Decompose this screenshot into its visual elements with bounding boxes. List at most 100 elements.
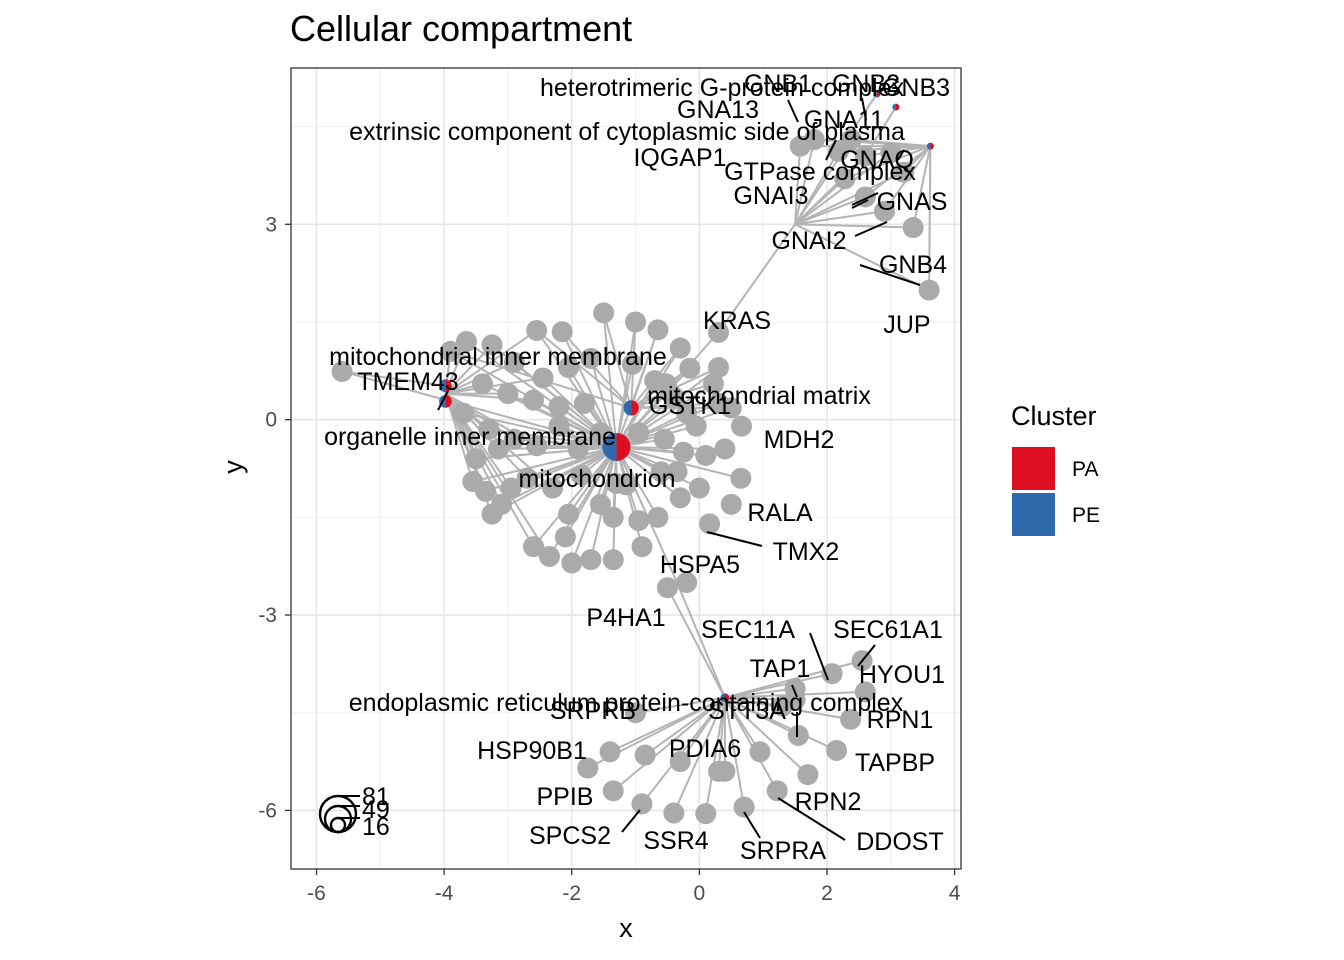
gene-node	[733, 796, 755, 818]
gene-node	[516, 467, 538, 489]
category-label: mitochondrial inner membrane	[329, 343, 667, 371]
edge	[630, 329, 659, 409]
gene-node	[656, 577, 678, 599]
gene-node	[465, 448, 487, 470]
edge	[589, 358, 618, 448]
category-label: endoplasmic reticulum protein-containing…	[349, 689, 904, 717]
gene-node	[475, 480, 497, 502]
category-node-pe-slice	[873, 90, 877, 98]
category-node-pe-slice	[720, 693, 725, 703]
edge	[704, 697, 726, 814]
gene-node	[478, 418, 500, 440]
grid-lines	[291, 68, 961, 869]
size-legend-label: 81	[362, 783, 390, 811]
gene-node	[840, 708, 862, 730]
gene-node	[538, 545, 560, 567]
gene-label: GNB3	[882, 74, 950, 102]
gene-node	[797, 764, 819, 786]
gene-label: TMX2	[773, 538, 840, 566]
label-leader-line	[809, 632, 829, 681]
label-leader-line	[743, 811, 761, 839]
edge	[672, 697, 726, 814]
edge	[444, 344, 493, 395]
legend-title: Cluster	[1011, 401, 1097, 431]
category-label: GTPase complex	[724, 158, 916, 186]
panel-border	[290, 67, 962, 870]
edge	[644, 696, 726, 756]
legend-label: PA	[1072, 458, 1098, 481]
edge	[794, 223, 930, 291]
category-label: organelle inner membrane	[324, 423, 616, 451]
plot-panel: KRAS TMEM43 GSTK1 MDH2 RALA TMX2 HSPA5 P4HA1 JUP…	[290, 67, 962, 870]
gene-node	[708, 357, 730, 379]
category-node-pa-slice	[616, 432, 631, 462]
gene-node	[593, 302, 615, 324]
gene-node	[487, 438, 509, 460]
label-leader-line	[825, 139, 837, 161]
category-node-pa-slice	[445, 379, 452, 393]
y-tick-label: 3	[265, 213, 277, 236]
legend-key-pe	[1012, 493, 1055, 536]
gene-label: SRPRB	[550, 697, 636, 725]
gene-node	[854, 145, 876, 167]
category-node-pa-slice	[724, 693, 730, 703]
gene-node	[497, 383, 519, 405]
gene-node	[749, 741, 771, 763]
gene-node	[730, 467, 752, 489]
gene-node	[548, 415, 570, 437]
gene-node	[631, 536, 653, 558]
x-tick-label: 2	[821, 882, 833, 905]
gene-node	[669, 751, 691, 773]
edge	[602, 312, 633, 409]
gene-label: GNA11	[804, 106, 884, 134]
gene-label: PDIA6	[669, 735, 741, 763]
category-node-pe-slice	[623, 400, 632, 416]
x-tick-label: 4	[949, 882, 961, 905]
gene-node	[602, 780, 624, 802]
edge	[444, 393, 474, 482]
edge	[794, 210, 885, 226]
label-leader-line	[621, 809, 641, 833]
gene-label: RPN2	[795, 788, 862, 816]
edge	[794, 139, 816, 225]
gene-node	[634, 744, 656, 766]
gene-node	[840, 129, 862, 151]
gene-node	[532, 367, 554, 389]
gene-node	[625, 702, 647, 724]
edge	[612, 696, 726, 792]
category-node-pe-slice	[926, 142, 931, 150]
gene-node	[730, 415, 752, 437]
x-tick-label: -6	[307, 882, 326, 905]
gene-node	[551, 321, 573, 343]
gene-label: DDOST	[856, 828, 944, 856]
gene-label: GNAS	[877, 188, 948, 216]
gene-label: GNB1	[744, 70, 812, 98]
gene-node	[599, 741, 621, 763]
y-tick-label: -6	[258, 799, 277, 822]
gene-node	[558, 357, 580, 379]
category-label: extrinsic component of cytoplasmic side …	[349, 118, 905, 146]
gene-node	[708, 321, 730, 343]
gene-label: MDH2	[764, 426, 835, 454]
label-leader-line	[859, 264, 921, 286]
gene-node	[685, 415, 707, 437]
gene-label: TMEM43	[357, 368, 458, 396]
edge	[717, 223, 796, 333]
edge	[526, 446, 617, 480]
gene-node	[621, 353, 643, 375]
size-legend-label: 16	[362, 813, 390, 841]
gene-label: TAPBP	[855, 749, 935, 777]
gene-node	[558, 503, 580, 525]
gene-label: HSPA5	[660, 551, 740, 579]
gene-node	[653, 428, 675, 450]
label-leader-line	[897, 149, 905, 161]
edge	[795, 223, 914, 229]
gene-node	[522, 536, 544, 558]
gene-node	[602, 506, 624, 528]
gene-node	[440, 340, 462, 362]
gene-label: GNAI3	[733, 182, 808, 210]
label-leader-line	[791, 684, 798, 698]
x-tick-label: -2	[562, 882, 581, 905]
